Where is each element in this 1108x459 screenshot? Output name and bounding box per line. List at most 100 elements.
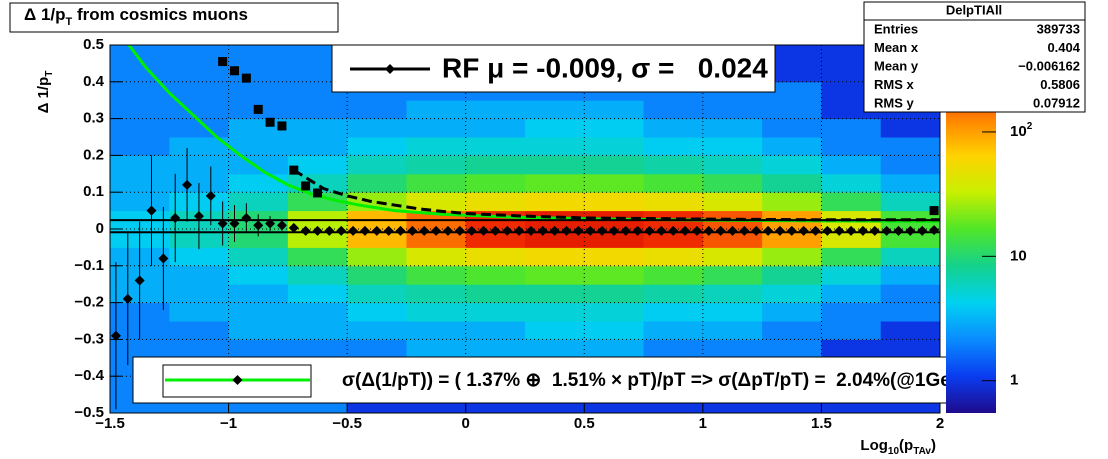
profile-point bbox=[632, 225, 643, 236]
heatmap-cell bbox=[643, 229, 704, 248]
profile-point bbox=[620, 225, 631, 236]
heatmap-cell bbox=[406, 339, 467, 359]
heatmap-cell bbox=[406, 302, 467, 322]
heatmap-cell bbox=[465, 339, 526, 359]
profile-point bbox=[122, 293, 133, 304]
heatmap-cell bbox=[465, 137, 526, 156]
heatmap-cell bbox=[406, 321, 467, 340]
heatmap-cell bbox=[228, 229, 289, 248]
profile-point bbox=[241, 212, 252, 223]
heatmap-cell bbox=[643, 192, 704, 212]
heatmap-cell bbox=[110, 192, 170, 212]
heatmap-cell bbox=[762, 265, 822, 285]
heatmap-cell bbox=[821, 137, 882, 156]
heatmap-cell bbox=[465, 100, 526, 120]
heatmap-cell bbox=[702, 137, 763, 156]
profile-point bbox=[798, 225, 809, 236]
heatmap-cell bbox=[406, 137, 467, 156]
profile-point bbox=[525, 225, 536, 236]
color-bar-tick-label: 1 bbox=[1010, 372, 1018, 389]
profile-point bbox=[857, 225, 868, 236]
heatmap-cell bbox=[228, 155, 289, 175]
heatmap-cell bbox=[880, 284, 940, 304]
heatmap-cell bbox=[762, 155, 822, 175]
tick-text: 1 bbox=[1010, 372, 1018, 389]
heatmap-cell bbox=[762, 229, 822, 248]
heatmap-cell bbox=[347, 284, 407, 304]
heatmap-cell bbox=[228, 45, 289, 64]
heatmap-cell bbox=[347, 155, 407, 175]
profile-point bbox=[561, 225, 572, 236]
heatmap-cell bbox=[465, 302, 526, 322]
heatmap-cell bbox=[287, 137, 348, 156]
profile-point bbox=[763, 225, 774, 236]
x-tick-label: −1 bbox=[220, 415, 237, 432]
heatmap-cell bbox=[880, 192, 940, 212]
heatmap-cell bbox=[228, 173, 289, 193]
heatmap-cell bbox=[643, 339, 704, 359]
profile-point bbox=[205, 190, 216, 201]
profile-point bbox=[905, 225, 916, 236]
heatmap-cell bbox=[821, 265, 882, 285]
y-tick-label: 0.2 bbox=[83, 146, 104, 163]
profile-point bbox=[312, 225, 323, 236]
profile-point bbox=[786, 225, 797, 236]
rms-point bbox=[313, 188, 322, 198]
text-part: ) bbox=[931, 437, 936, 454]
rms-point bbox=[265, 117, 275, 127]
heatmap-cell bbox=[643, 247, 704, 267]
heatmap-cell bbox=[643, 321, 704, 340]
heatmap-cell bbox=[287, 247, 348, 267]
tick-text: 10 bbox=[1010, 247, 1027, 264]
profile-point bbox=[537, 225, 548, 236]
heatmap-cell bbox=[228, 137, 289, 156]
heatmap-cell bbox=[762, 45, 822, 64]
heatmap-cell bbox=[584, 302, 645, 322]
tick-text: 10 bbox=[1010, 123, 1027, 140]
heatmap-cell bbox=[762, 247, 822, 267]
profile-point bbox=[253, 220, 264, 231]
heatmap-cell bbox=[287, 100, 348, 120]
profile-point bbox=[502, 225, 513, 236]
stats-name: Mean x bbox=[874, 40, 919, 55]
heatmap-cell bbox=[110, 137, 170, 156]
heatmap-cell bbox=[525, 173, 585, 193]
heatmap-cell bbox=[169, 265, 230, 285]
heatmap-cell bbox=[169, 302, 230, 322]
heatmap-cell bbox=[762, 100, 822, 120]
profile-point bbox=[265, 218, 276, 229]
profile-point bbox=[680, 225, 691, 236]
heatmap-cell bbox=[762, 137, 822, 156]
profile-point bbox=[442, 225, 453, 236]
profile-point bbox=[917, 225, 928, 236]
heatmap-cell bbox=[465, 265, 526, 285]
x-tick-label: 0 bbox=[462, 415, 470, 432]
title-box bbox=[9, 2, 339, 33]
heatmap-cell bbox=[287, 321, 348, 340]
profile-point bbox=[407, 225, 418, 236]
y-tick-label: −0.5 bbox=[74, 404, 104, 421]
heatmap-cell bbox=[465, 284, 526, 304]
legend-label: σ(Δ(1/pT)) = ( 1.37% ⊕ 1.51% × pT)/pT =>… bbox=[342, 370, 986, 391]
heatmap-cell bbox=[465, 118, 526, 138]
profile-point bbox=[691, 225, 702, 236]
axes: −1.5 −1 −0.5 0 0.5 1 1.5 2 −0.5 −0.4 −0.3 −0.2 −0.1 0… bbox=[74, 36, 944, 432]
profile-point bbox=[810, 225, 821, 236]
rms-point bbox=[253, 104, 263, 114]
y-tick-label: −0.1 bbox=[74, 257, 104, 274]
text-part: from cosmics muons bbox=[72, 5, 248, 24]
text-part: (p bbox=[899, 437, 913, 454]
heatmap-cell bbox=[406, 247, 467, 267]
heatmap-cell bbox=[880, 229, 940, 248]
profile-point bbox=[573, 225, 584, 236]
heatmap-cell bbox=[702, 284, 763, 304]
heatmap-cell bbox=[584, 247, 645, 267]
heatmap-cell bbox=[169, 339, 230, 359]
heatmap-cell bbox=[169, 81, 230, 101]
heatmap-cell bbox=[465, 173, 526, 193]
heatmap-cell bbox=[702, 265, 763, 285]
rms-point bbox=[241, 73, 251, 83]
profile-point bbox=[668, 225, 679, 236]
heatmap-cell bbox=[762, 302, 822, 322]
